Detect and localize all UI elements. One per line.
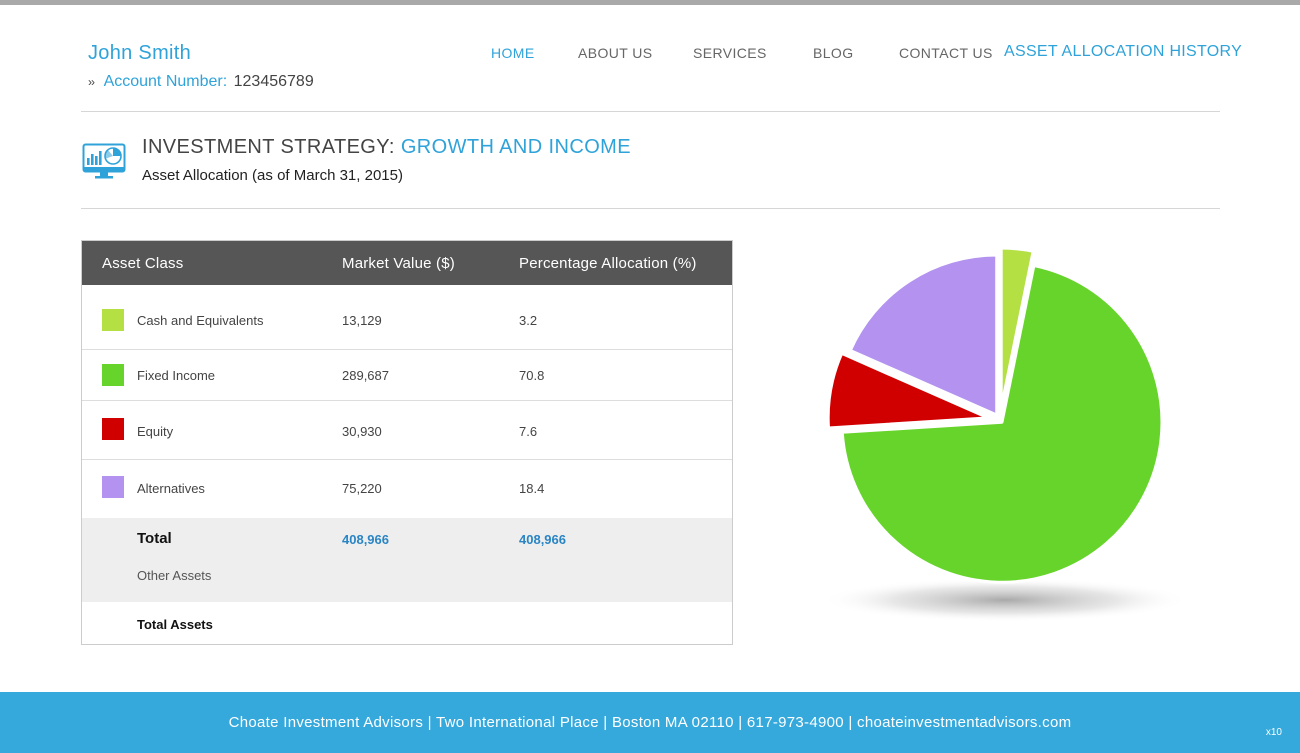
monitor-chart-icon [82,143,126,179]
row-asset-name: Fixed Income [137,368,216,383]
cash-color-swatch [102,309,124,331]
table-row: Fixed Income 289,687 70.8 [82,350,732,400]
table-row: Equity 30,930 7.6 [82,401,732,459]
fixed-income-color-swatch [102,364,124,386]
account-info: ›› Account Number: 123456789 [88,73,314,91]
header-asset-class: Asset Class [102,255,184,272]
footer-contact-info: Choate Investment Advisors | Two Interna… [228,714,1072,731]
strategy-name: GROWTH AND INCOME [400,136,631,158]
nav-contact-us[interactable]: CONTACT US [899,45,993,61]
row-market-value: 13,129 [342,313,382,328]
pie-shadow [820,578,1190,622]
row-asset-name: Equity [137,424,174,439]
footer-mark: x10 [1265,727,1282,738]
chevron-right-icon: ›› [88,75,95,89]
row-divider [82,349,732,350]
asset-allocation-subtitle: Asset Allocation (as of March 31, 2015) [142,167,403,184]
strategy-prefix: INVESTMENT STRATEGY: [142,136,395,158]
pie-slices [826,246,1164,584]
row-market-value: 289,687 [342,368,389,383]
main-nav: HOME ABOUT US SERVICES BLOG CONTACT US A… [0,43,1300,65]
user-name: John Smith [88,42,192,64]
footer: Choate Investment Advisors | Two Interna… [0,692,1300,753]
nav-home[interactable]: HOME [491,45,535,61]
asset-allocation-table: Asset Class Market Value ($) Percentage … [81,240,733,645]
header-market-value: Market Value ($) [342,255,455,272]
total-percentage: 408,966 [519,532,566,547]
other-assets-label: Other Assets [137,568,212,583]
table-header: Asset Class Market Value ($) Percentage … [82,241,732,285]
pie-slice-alternatives [848,253,999,417]
total-section: Total 408,966 408,966 Other Assets [82,518,732,602]
nav-blog[interactable]: BLOG [813,45,854,61]
pie-slice-fixed-income [840,263,1164,584]
row-percentage: 70.8 [519,368,545,383]
account-number: 123456789 [233,73,314,90]
nav-asset-allocation-history[interactable]: ASSET ALLOCATION HISTORY [1004,43,1243,60]
nav-services[interactable]: SERVICES [693,45,767,61]
row-percentage: 7.6 [519,424,538,439]
row-asset-name: Cash and Equivalents [137,313,264,328]
pie-slice-equity [826,351,990,430]
equity-color-swatch [102,418,124,440]
total-market-value: 408,966 [342,532,389,547]
row-percentage: 3.2 [519,313,538,328]
header-percentage-allocation: Percentage Allocation (%) [519,255,697,272]
row-market-value: 75,220 [342,481,382,496]
section-divider [81,208,1220,209]
row-divider [82,459,732,460]
header-divider [81,111,1220,112]
account-label: Account Number: [103,73,228,90]
investment-strategy-title: INVESTMENT STRATEGY: GROWTH AND INCOME [142,136,631,159]
alternatives-color-swatch [102,476,124,498]
total-assets-label: Total Assets [137,617,213,632]
table-row: Cash and Equivalents 13,129 3.2 [82,285,732,349]
row-market-value: 30,930 [342,424,382,439]
nav-about-us[interactable]: ABOUT US [578,45,653,61]
asset-allocation-pie-chart [820,246,1190,622]
row-percentage: 18.4 [519,481,545,496]
total-label: Total [137,530,172,547]
table-row: Alternatives 75,220 18.4 [82,460,732,518]
top-border [0,0,1300,5]
row-divider [82,400,732,401]
pie-slice-cash-and-equivalents [999,246,1035,410]
row-asset-name: Alternatives [137,481,205,496]
